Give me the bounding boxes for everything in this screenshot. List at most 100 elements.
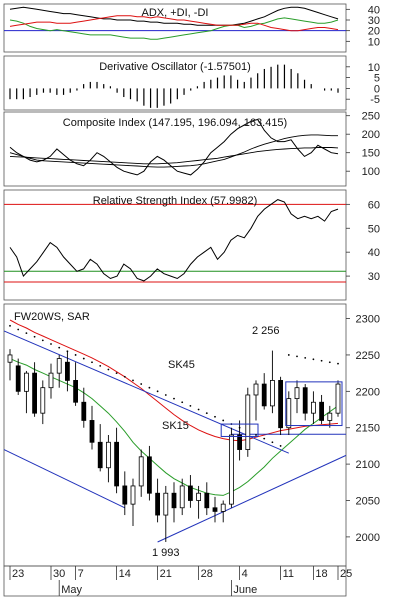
x-tick-label: 7 bbox=[78, 568, 84, 580]
sar-dot bbox=[214, 415, 216, 418]
x-tick-label: 4 bbox=[242, 568, 248, 580]
sar-dot bbox=[263, 437, 266, 440]
sar-dot bbox=[320, 359, 323, 362]
sar-dot bbox=[337, 362, 339, 365]
sar-dot bbox=[17, 328, 20, 331]
sar-dot bbox=[140, 383, 143, 385]
y-tick-label: 30 bbox=[368, 15, 380, 27]
sar-dot bbox=[312, 358, 315, 361]
rsi-series bbox=[9, 199, 339, 282]
sar-dot bbox=[328, 361, 331, 364]
sar-dot bbox=[25, 332, 28, 335]
sar-dot bbox=[164, 394, 167, 396]
y-tick-label: 2150 bbox=[356, 423, 380, 435]
sar-dot bbox=[205, 412, 208, 415]
moving-average-1 bbox=[9, 358, 339, 496]
sk15-label: SK15 bbox=[162, 420, 189, 432]
sar-dot bbox=[181, 401, 184, 404]
sar-dot bbox=[123, 375, 126, 378]
sar-dot bbox=[197, 408, 200, 411]
sar-dot bbox=[148, 386, 151, 389]
y-tick-label: 2050 bbox=[356, 496, 380, 508]
x-tick-label: 11 bbox=[283, 568, 294, 580]
panel-frame-3 bbox=[3, 189, 347, 301]
candle-body bbox=[130, 485, 136, 505]
candle-body bbox=[146, 456, 152, 494]
sk45-label: SK45 bbox=[168, 359, 195, 371]
composite-series-2 bbox=[9, 147, 339, 165]
consolidation-box-small bbox=[220, 423, 259, 437]
panel-frame-4 bbox=[3, 303, 347, 567]
x-tick-label: 23 bbox=[12, 568, 24, 580]
sar-dot bbox=[271, 441, 274, 444]
candle-body bbox=[122, 485, 128, 505]
candle-body bbox=[228, 434, 234, 505]
composite-series-1 bbox=[9, 134, 338, 168]
sar-dot bbox=[255, 434, 257, 436]
y-tick-label: -5 bbox=[370, 94, 380, 106]
candle-body bbox=[32, 372, 37, 414]
candle-body bbox=[81, 401, 87, 421]
candle-body bbox=[114, 441, 119, 487]
candle-body bbox=[138, 456, 144, 487]
candle-body bbox=[327, 412, 333, 421]
candle-body bbox=[97, 441, 103, 469]
y-tick-label: 40 bbox=[368, 247, 380, 259]
y-tick-label: 2000 bbox=[356, 532, 380, 544]
candle-body bbox=[319, 401, 325, 421]
y-tick-label: 100 bbox=[362, 166, 380, 178]
candle-body bbox=[302, 387, 308, 414]
candle-body bbox=[56, 358, 62, 374]
downtrend-line-lower bbox=[3, 449, 126, 509]
month-label: May bbox=[61, 584, 82, 596]
candle-body bbox=[179, 485, 185, 509]
sar-dot bbox=[41, 339, 44, 342]
sar-dot bbox=[74, 354, 77, 356]
sar-dot bbox=[173, 397, 175, 400]
y-tick-label: 40 bbox=[368, 4, 380, 16]
sar-dot bbox=[279, 445, 282, 447]
candle-body bbox=[310, 401, 316, 414]
candle-body bbox=[212, 507, 218, 512]
sar-dot bbox=[50, 343, 52, 345]
y-tick-label: 200 bbox=[362, 129, 380, 141]
panel-frame-2 bbox=[3, 111, 347, 187]
y-tick-label: 2250 bbox=[356, 350, 380, 362]
x-tick-label: 18 bbox=[315, 568, 327, 580]
panel-frame-0 bbox=[3, 3, 347, 53]
sar-dot bbox=[287, 354, 290, 356]
y-tick-label: 20 bbox=[368, 26, 380, 38]
candle-body bbox=[286, 398, 292, 429]
candle-body bbox=[294, 387, 300, 400]
y-tick-label: 60 bbox=[368, 199, 380, 211]
sar-dot bbox=[296, 355, 298, 358]
candle-body bbox=[15, 365, 21, 392]
candle-body bbox=[171, 492, 177, 509]
candle-body bbox=[89, 420, 95, 443]
candle-body bbox=[155, 492, 161, 516]
y-tick-label: 0 bbox=[374, 83, 380, 95]
candle-body bbox=[73, 380, 78, 403]
x-tick-label: 28 bbox=[201, 568, 213, 580]
sar-dot bbox=[189, 404, 192, 407]
month-label: June bbox=[233, 584, 257, 596]
sar-dot bbox=[222, 419, 225, 422]
low-annotation: 1 993 bbox=[152, 547, 180, 559]
y-tick-label: 250 bbox=[362, 111, 380, 123]
consolidation-box-large bbox=[285, 381, 343, 427]
candle-body bbox=[220, 503, 226, 512]
candle-body bbox=[7, 354, 13, 363]
adx-series-1 bbox=[9, 17, 339, 40]
uptrend-line bbox=[157, 454, 347, 543]
downtrend-line-upper bbox=[3, 330, 289, 454]
sar-dot bbox=[156, 390, 159, 393]
price-title: FW20WS, SAR bbox=[14, 311, 90, 323]
sar-dot bbox=[107, 368, 110, 371]
adx-series-0 bbox=[9, 6, 339, 26]
candle-body bbox=[335, 383, 341, 414]
composite-title: Composite Index (147.195, 196.094, 163.4… bbox=[63, 117, 287, 129]
sar-dot bbox=[9, 324, 11, 327]
moving-average-0 bbox=[9, 319, 339, 442]
x-tick-label: 21 bbox=[160, 568, 172, 580]
